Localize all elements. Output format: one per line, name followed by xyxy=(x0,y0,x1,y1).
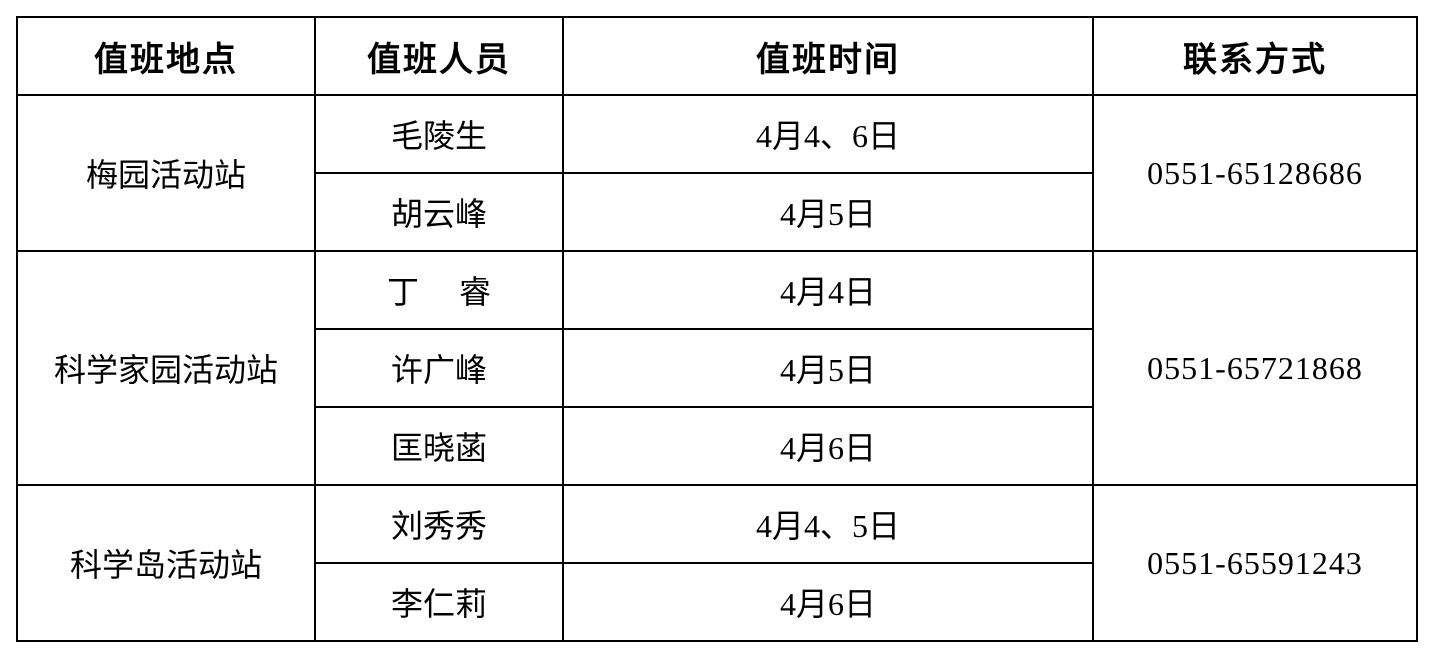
location-cell: 科学家园活动站 xyxy=(16,250,316,486)
person-cell: 李仁莉 xyxy=(314,562,564,642)
time-cell: 4月4、6日 xyxy=(562,94,1094,174)
table-row: 科学岛活动站 刘秀秀 4月4、5日 0551-65591243 xyxy=(16,484,1418,642)
person-cell: 胡云峰 xyxy=(314,172,564,252)
time-cell: 4月5日 xyxy=(562,172,1094,252)
table-row: 李仁莉 4月6日 xyxy=(17,562,1417,642)
person-cell: 刘秀秀 xyxy=(314,484,564,564)
table-row: 梅园活动站 毛陵生 4月4、6日 0551-65128686 xyxy=(16,94,1418,252)
person-cell: 匡晓菡 xyxy=(314,406,564,486)
location-cell: 科学岛活动站 xyxy=(16,484,316,642)
time-cell: 4月4、5日 xyxy=(562,484,1094,564)
header-contact: 联系方式 xyxy=(1092,16,1418,96)
table-row: 许广峰 4月5日 xyxy=(17,328,1417,408)
location-cell: 梅园活动站 xyxy=(16,94,316,252)
header-time: 值班时间 xyxy=(562,16,1094,96)
header-location: 值班地点 xyxy=(16,16,316,96)
header-row: 值班地点 值班人员 值班时间 联系方式 xyxy=(16,16,1418,96)
duty-schedule-table: 值班地点 值班人员 值班时间 联系方式 梅园活动站 毛陵生 4月4、6日 0551-6… xyxy=(16,16,1418,642)
phone-cell: 0551-65721868 xyxy=(1092,250,1418,486)
phone-cell: 0551-65591243 xyxy=(1092,484,1418,642)
time-cell: 4月6日 xyxy=(562,406,1094,486)
person-cell: 许广峰 xyxy=(314,328,564,408)
time-cell: 4月5日 xyxy=(562,328,1094,408)
time-cell: 4月6日 xyxy=(562,562,1094,642)
header-person: 值班人员 xyxy=(314,16,564,96)
table-row: 胡云峰 4月5日 xyxy=(17,172,1417,252)
phone-cell: 0551-65128686 xyxy=(1092,94,1418,252)
table-row: 科学家园活动站丁 睿 4月4日 0551-65721868 xyxy=(16,250,1418,486)
time-cell: 4月4日 xyxy=(562,250,1094,330)
person-cell: 丁 睿 xyxy=(314,250,564,330)
table-row: 匡晓菡 4月6日 xyxy=(17,406,1417,486)
person-cell: 毛陵生 xyxy=(314,94,564,174)
